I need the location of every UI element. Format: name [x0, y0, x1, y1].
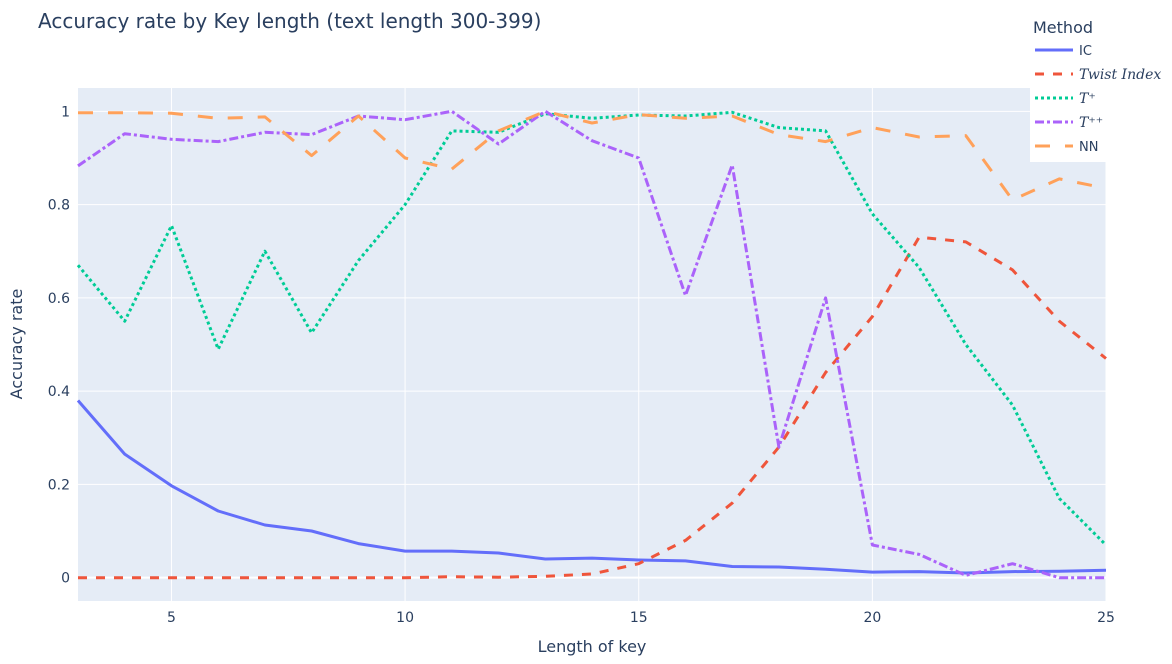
legend-label: T⁺ — [1079, 91, 1096, 107]
legend-background — [1030, 10, 1170, 162]
x-tick-label: 10 — [396, 610, 414, 626]
series-line-ic — [76, 399, 1107, 575]
y-axis-title: Accuracy rate — [7, 289, 26, 400]
y-axis-ticks: 0 0.2 0.4 0.6 0.8 1 — [48, 104, 70, 586]
x-tick-label: 25 — [1097, 610, 1115, 626]
y-tick-label: 0 — [61, 571, 70, 587]
series-line-t- — [77, 109, 1106, 580]
x-tick-label: 15 — [630, 610, 648, 626]
x-tick-label: 20 — [863, 610, 881, 626]
x-axis-ticks: 5 10 15 20 25 — [167, 610, 1115, 626]
y-tick-label: 0.4 — [48, 384, 70, 400]
y-tick-label: 0.2 — [48, 477, 70, 493]
legend-label: NN — [1079, 140, 1098, 155]
x-tick-label: 5 — [167, 610, 176, 626]
x-axis-title: Length of key — [538, 637, 647, 656]
y-tick-label: 0.6 — [48, 291, 70, 307]
legend-label: IC — [1079, 44, 1092, 59]
legend-label: Twist Index — [1079, 67, 1161, 83]
y-tick-label: 0.8 — [48, 198, 70, 214]
grid-lines — [78, 88, 1107, 601]
series-layer — [76, 109, 1108, 580]
legend-items: IC Twist Index T⁺ T⁺⁺ NN — [1035, 44, 1161, 155]
legend-title: Method — [1033, 18, 1093, 37]
legend: Method IC Twist Index T⁺ T⁺⁺ NN — [1030, 10, 1170, 162]
chart-title: Accuracy rate by Key length (text length… — [38, 9, 541, 33]
series-line-twist-index — [78, 235, 1107, 580]
legend-label: T⁺⁺ — [1079, 115, 1103, 131]
plot-area — [78, 88, 1106, 601]
y-tick-label: 1 — [61, 104, 70, 120]
series-line-nn — [78, 109, 1107, 202]
